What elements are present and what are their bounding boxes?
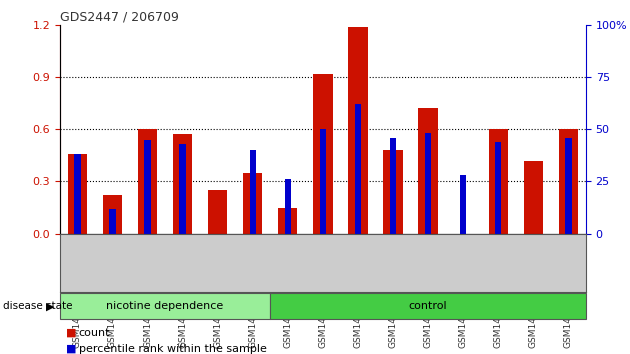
Bar [180, 144, 186, 234]
Bar [355, 104, 361, 234]
Bar [243, 173, 262, 234]
Bar [489, 129, 508, 234]
Bar [460, 175, 466, 234]
Bar [270, 293, 586, 319]
Bar [390, 138, 396, 234]
Text: nicotine dependence: nicotine dependence [106, 301, 224, 311]
Bar [249, 150, 256, 234]
Bar [109, 209, 116, 234]
Bar [559, 129, 578, 234]
Bar [495, 142, 501, 234]
Bar [425, 133, 432, 234]
Bar [313, 74, 333, 234]
Bar [173, 135, 192, 234]
Bar [418, 108, 438, 234]
Text: ▶: ▶ [47, 301, 55, 311]
Bar [144, 139, 151, 234]
Bar [565, 138, 571, 234]
Bar [74, 154, 81, 234]
Text: disease state: disease state [3, 301, 72, 311]
Bar [103, 195, 122, 234]
Text: ■: ■ [66, 344, 77, 354]
Bar [524, 160, 543, 234]
Bar [278, 207, 297, 234]
Bar [285, 179, 291, 234]
Text: GDS2447 / 206709: GDS2447 / 206709 [60, 11, 179, 24]
Bar [138, 129, 157, 234]
Bar [384, 150, 403, 234]
Text: ■: ■ [66, 328, 77, 338]
Text: count: count [79, 328, 110, 338]
Text: control: control [409, 301, 447, 311]
Bar [60, 293, 270, 319]
Bar [348, 27, 367, 234]
Bar [208, 190, 227, 234]
Text: percentile rank within the sample: percentile rank within the sample [79, 344, 266, 354]
Bar [68, 154, 87, 234]
Bar [319, 129, 326, 234]
